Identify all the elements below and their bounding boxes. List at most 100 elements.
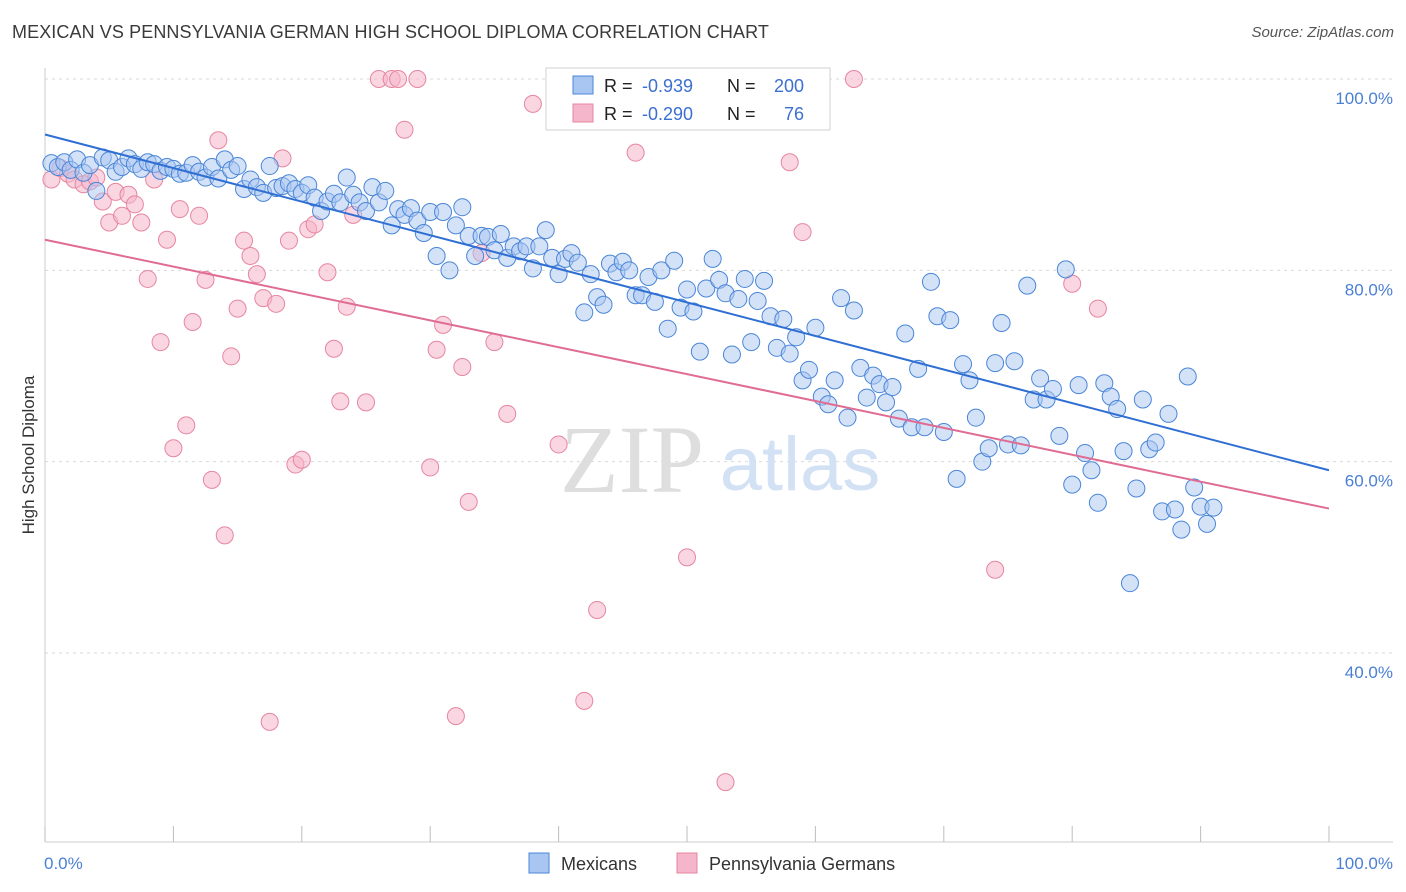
pg-point [324, 339, 343, 358]
pg-point [459, 492, 478, 511]
pg-point [215, 526, 234, 545]
pg-point [247, 265, 266, 284]
chart-source: Source: ZipAtlas.com [1251, 24, 1394, 41]
pg-point [678, 548, 696, 567]
pg-point [588, 600, 607, 619]
mexicans-point [1165, 500, 1184, 519]
axes [44, 68, 1393, 843]
mexicans-point [1146, 433, 1165, 452]
pg-point [222, 347, 241, 366]
legend-pg-swatch [676, 852, 698, 874]
mexicans-point [376, 181, 395, 200]
mexicans-point [1069, 376, 1088, 395]
mexicans-point [594, 295, 613, 314]
mexicans-point [844, 301, 863, 320]
mexicans-point [536, 221, 555, 240]
mexicans-point [1185, 478, 1204, 497]
mexicans-point [620, 261, 639, 280]
mexicans-point [947, 469, 966, 488]
pg-point [793, 223, 812, 242]
mexicans-point [780, 344, 799, 363]
y-tick-label: 80.0% [1345, 280, 1393, 299]
grid-lines [45, 78, 1393, 654]
watermark-zip: ZIP [560, 406, 704, 513]
mexicans-trend-line [44, 133, 1330, 472]
mexicans-point [748, 291, 767, 310]
pg-point [575, 691, 594, 710]
pg-point [549, 435, 568, 454]
pg-point [408, 70, 427, 88]
pg-point [523, 94, 542, 113]
mexicans-n-label: N = [727, 76, 756, 96]
pg-point [228, 299, 247, 318]
mexicans-point [832, 289, 851, 308]
mexicans-point [722, 345, 741, 364]
mexicans-point [337, 168, 356, 187]
mexicans-point [896, 324, 915, 343]
pg-point [125, 195, 144, 214]
mexicans-point [434, 202, 453, 221]
legend-mexicans-swatch [528, 852, 550, 874]
mexicans-point [1114, 442, 1133, 461]
mexicans-point [658, 319, 677, 338]
mexicans-point [1082, 461, 1101, 480]
mexicans-point [440, 261, 459, 280]
series-legend: Mexicans Pennsylvania Germans [528, 852, 895, 874]
mexicans-point [678, 280, 696, 299]
mexicans-point [883, 378, 902, 397]
pg-point [780, 153, 799, 172]
pg-point [157, 230, 176, 249]
mexicans-point [453, 198, 472, 217]
mexicans-point [1088, 493, 1107, 512]
mexicans-points [42, 148, 1223, 593]
y-tick-labels: 100.0% 80.0% 60.0% 40.0% [1335, 89, 1393, 682]
mexicans-point [1120, 574, 1139, 593]
pg-point [1088, 299, 1107, 318]
mexicans-point [1172, 520, 1191, 539]
mexicans-point [735, 269, 754, 288]
pg-point [453, 357, 472, 376]
pg-point [395, 120, 414, 139]
mexicans-point [446, 216, 465, 235]
pg-point [844, 70, 863, 88]
mexicans-point [915, 418, 934, 437]
mexicans-r-label: R = [604, 76, 633, 96]
mexicans-point [427, 246, 446, 265]
mexicans-point [1018, 276, 1037, 295]
y-tick-label: 100.0% [1335, 89, 1393, 108]
mexicans-point [568, 253, 587, 272]
mexicans-point [684, 302, 703, 321]
mexicans-point [1031, 369, 1050, 388]
mexicans-point [575, 303, 594, 322]
y-tick-label: 40.0% [1345, 663, 1393, 682]
pg-point [260, 712, 279, 731]
pg-trend-line [44, 238, 1330, 510]
stats-legend: R = -0.939 N = 200 R = -0.290 N = 76 [545, 67, 831, 131]
mexicans-point [1178, 367, 1197, 386]
pg-point [151, 333, 170, 352]
mexicans-point [665, 251, 684, 270]
mexicans-point [979, 439, 998, 458]
pg-point [498, 404, 517, 423]
pg-point [183, 312, 202, 331]
pg-point [716, 773, 735, 792]
mexicans-point [1050, 426, 1069, 445]
mexicans-n-value: 200 [774, 76, 804, 96]
mexicans-point [992, 313, 1011, 332]
mexicans-point [690, 342, 709, 361]
mexicans-point [697, 279, 716, 298]
pg-point [196, 270, 215, 289]
mexicans-point [260, 157, 279, 176]
mexicans-point [966, 408, 985, 427]
chart-title: MEXICAN VS PENNSYLVANIA GERMAN HIGH SCHO… [12, 22, 769, 42]
mexicans-point [1204, 498, 1223, 517]
mexicans-point [729, 290, 748, 309]
pg-point [331, 392, 350, 411]
mexicans-point [1005, 352, 1024, 371]
mexicans-point [581, 265, 600, 284]
pg-point [292, 450, 311, 469]
mexicans-point [703, 249, 722, 268]
mexicans-point [1133, 390, 1152, 409]
pg-point [626, 143, 645, 162]
